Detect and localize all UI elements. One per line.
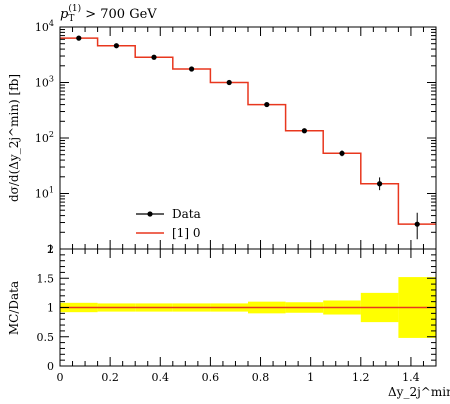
main-frame — [59, 26, 437, 250]
chart-title: pT(1) > 700 GeV — [60, 3, 157, 24]
ratio-y-tick-label: 1 — [47, 302, 54, 315]
y-tick-label: 104 — [35, 19, 54, 34]
x-tick-label: 1 — [307, 371, 314, 384]
x-tick-label: 0 — [57, 371, 64, 384]
data-point — [226, 79, 232, 86]
data-point — [151, 54, 157, 60]
ratio-y-tick-label: 1.5 — [37, 272, 55, 285]
x-tick-label: 1.2 — [352, 371, 370, 384]
legend-mc-label: [1] 0 — [172, 226, 200, 240]
ratio-panel: 0 0.5 1 1.5 2 0 0.2 0.4 0.6 0.8 1 1.2 1.4 MC/Data Δy… — [7, 243, 450, 399]
data-point — [339, 150, 345, 156]
legend-data-marker — [147, 211, 153, 217]
y-tick-label: 1 — [47, 243, 54, 256]
data-point — [414, 221, 420, 227]
x-tick-label: 0.6 — [202, 371, 220, 384]
x-tick-label: 1.4 — [402, 371, 420, 384]
legend-data-label: Data — [172, 207, 201, 221]
data-point — [264, 101, 270, 108]
main-ticks: 1 101 102 103 104 — [35, 19, 437, 256]
main-y-axis-label: dσ/d(Δy_2j^min) [fb] — [7, 74, 21, 202]
y-tick-label: 103 — [35, 75, 54, 90]
ratio-plot-layer — [60, 277, 436, 338]
x-tick-label: 0.2 — [101, 371, 119, 384]
x-tick-label: 0.4 — [152, 371, 170, 384]
legend: Data [1] 0 — [136, 207, 201, 240]
main-panel: 1 101 102 103 104 dσ/d(Δy_2j^min) [fb] Data … — [7, 19, 437, 256]
y-tick-label: 102 — [35, 130, 54, 145]
x-tick-label: 0.8 — [252, 371, 270, 384]
ratio-y-axis-label: MC/Data — [7, 281, 21, 335]
data-point — [113, 43, 119, 49]
data-point — [377, 181, 383, 187]
data-point — [301, 128, 307, 134]
ratio-y-tick-label: 0.5 — [37, 331, 55, 344]
x-axis-label: Δy_2j^min — [388, 385, 450, 399]
mc-histogram — [60, 37, 436, 225]
data-point — [76, 35, 82, 41]
ratio-y-tick-label: 2 — [47, 243, 54, 256]
data-point — [189, 66, 195, 72]
main-plot-layer — [60, 35, 436, 240]
y-tick-label: 101 — [35, 186, 54, 201]
ratio-y-tick-label: 0 — [47, 360, 54, 373]
ratio-ticks: 0 0.5 1 1.5 2 0 0.2 0.4 0.6 0.8 1 1.2 1.4 — [37, 243, 437, 384]
